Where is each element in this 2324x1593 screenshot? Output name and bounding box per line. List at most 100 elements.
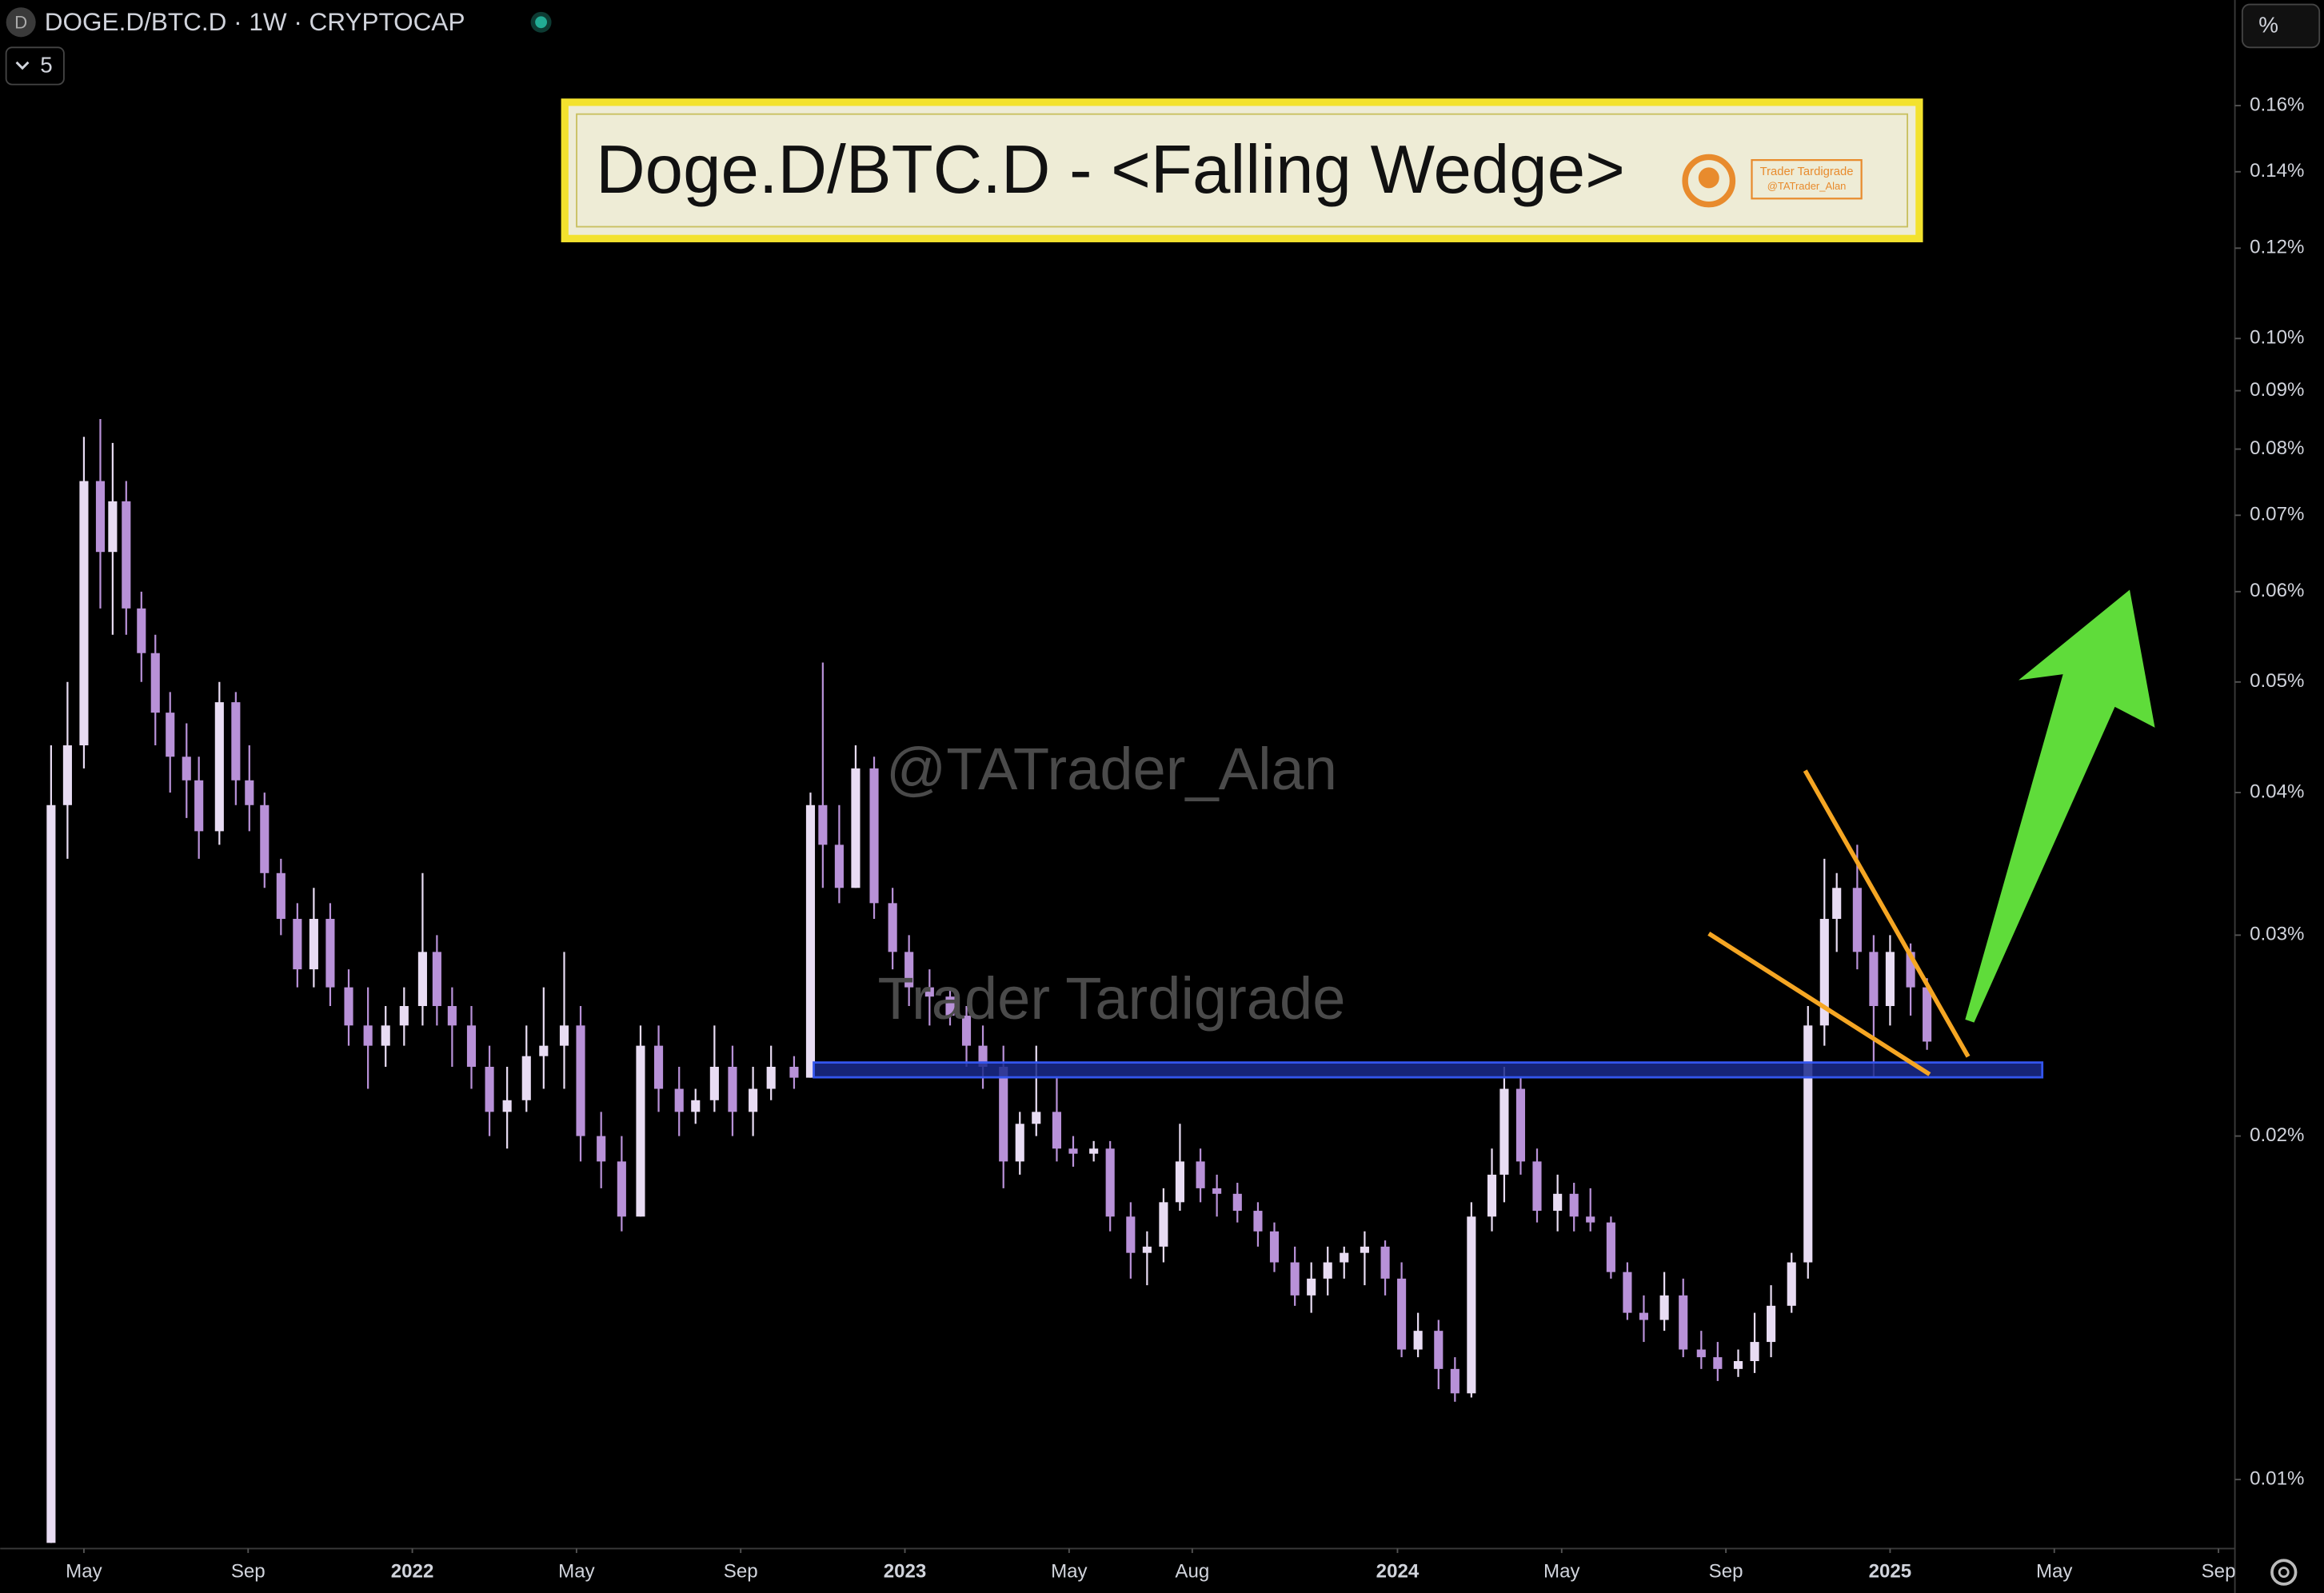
candle-body <box>1532 1161 1542 1212</box>
candle-body <box>137 608 146 653</box>
candle-body <box>597 1136 606 1162</box>
candle-body <box>108 501 118 553</box>
title-box <box>561 98 1923 242</box>
candle-body <box>1032 1112 1041 1124</box>
candle-body <box>1323 1262 1332 1279</box>
wedge-line <box>1707 932 1931 1076</box>
candle-body <box>1196 1161 1205 1188</box>
candle-body <box>851 768 861 888</box>
gear <box>2270 1559 2298 1586</box>
candle-body <box>1819 919 1829 1026</box>
candle-body <box>231 702 241 781</box>
candle-body <box>417 952 427 1007</box>
candle-body <box>1515 1088 1526 1162</box>
indicators-count: 5 <box>40 53 52 78</box>
candle-body <box>888 903 897 952</box>
candle-body <box>999 1066 1008 1162</box>
scale-button-label: % <box>2258 13 2278 38</box>
candle-body <box>1467 1216 1476 1394</box>
logo: Trader Tardigrade @TATrader_Alan <box>1682 154 1863 208</box>
candle-body <box>834 844 844 888</box>
x-tick-label: May <box>1543 1560 1579 1582</box>
x-tick-label: Sep <box>231 1560 266 1582</box>
x-tick-label: 2024 <box>1376 1560 1420 1582</box>
candle-body <box>399 1006 409 1026</box>
indicators-toggle[interactable] <box>5 46 65 86</box>
candle-body <box>1105 1148 1115 1217</box>
candle-body <box>1450 1368 1459 1394</box>
candle-body <box>576 1025 585 1136</box>
watermark: @TATrader_Alan <box>886 736 1337 802</box>
x-tick-label: May <box>2036 1560 2073 1582</box>
candle-body <box>276 872 286 920</box>
x-tick-label: Sep <box>1709 1560 1743 1582</box>
candle-body <box>617 1161 626 1217</box>
candle-body <box>1434 1331 1444 1369</box>
scale-button[interactable] <box>2241 3 2321 49</box>
candle-body <box>1015 1124 1024 1162</box>
candle-body <box>789 1066 799 1078</box>
candle-body <box>1639 1312 1649 1320</box>
candle-body <box>805 804 816 1078</box>
candle-body <box>728 1066 737 1112</box>
candle-body <box>1659 1295 1669 1320</box>
candle-body <box>122 501 131 609</box>
symbol-icon[interactable] <box>6 7 36 38</box>
candle-body <box>194 780 204 832</box>
y-tick-label: 0.06% <box>2250 580 2304 601</box>
axes: 0.16% 0.14% 0.12% 0.10% 0.09% 0.08% 0.07% 0.06%… <box>66 94 2304 1582</box>
candle-body <box>1906 952 1915 988</box>
support-zone <box>813 1061 2044 1079</box>
candle-body <box>1340 1252 1349 1263</box>
candle-body <box>46 804 56 1543</box>
candle-body <box>1360 1246 1369 1253</box>
candle-body <box>1803 1025 1813 1263</box>
candle-body <box>293 919 302 970</box>
candle-body <box>1832 888 1842 920</box>
candle-body <box>1606 1222 1615 1272</box>
candle-body <box>1885 952 1895 1007</box>
watermark: Trader Tardigrade <box>878 965 1346 1032</box>
y-tick-label: 0.08% <box>2250 437 2304 459</box>
logo-icon <box>1682 154 1736 208</box>
candle-body <box>166 713 175 757</box>
x-tick-label: May <box>1051 1560 1087 1582</box>
candle-body <box>1212 1188 1222 1194</box>
candle-body <box>466 1025 477 1067</box>
candle-body <box>1290 1262 1300 1296</box>
candle-body <box>1852 888 1862 952</box>
candle-body <box>869 768 879 904</box>
candle-body <box>1733 1361 1743 1369</box>
y-tick-label: 0.05% <box>2250 670 2304 692</box>
candle-body <box>245 780 254 805</box>
candle-body <box>924 987 934 997</box>
y-tick-label: 0.09% <box>2250 379 2304 401</box>
candle-body <box>1787 1262 1796 1306</box>
candle-body <box>539 1045 549 1056</box>
x-tick-label: May <box>66 1560 102 1582</box>
candle-body <box>766 1066 776 1089</box>
logo-text: @TATrader_Alan <box>1767 180 1847 192</box>
candle-body <box>1175 1161 1184 1203</box>
candle-body <box>1923 987 1932 1042</box>
candle-body <box>1569 1193 1579 1217</box>
candle-body <box>1679 1295 1688 1350</box>
settings-button[interactable] <box>2270 1559 2298 1586</box>
candle-body <box>1487 1174 1497 1217</box>
candle-body <box>1586 1216 1595 1223</box>
symbol-label[interactable]: DOGE.D/BTC.D · 1W · CRYPTOCAP <box>45 7 465 36</box>
y-tick-label: 0.16% <box>2250 94 2304 115</box>
candle-body <box>521 1056 531 1100</box>
candle-body <box>95 481 106 553</box>
candle-body <box>447 1006 457 1026</box>
chevron <box>15 61 30 70</box>
status-dot <box>535 16 547 29</box>
candle-body <box>709 1066 719 1100</box>
candle-body <box>978 1045 988 1067</box>
x-tick-label: 2025 <box>1869 1560 1912 1582</box>
candle-body <box>485 1066 494 1112</box>
candle-body <box>1126 1216 1136 1253</box>
candle-body <box>1159 1202 1168 1247</box>
